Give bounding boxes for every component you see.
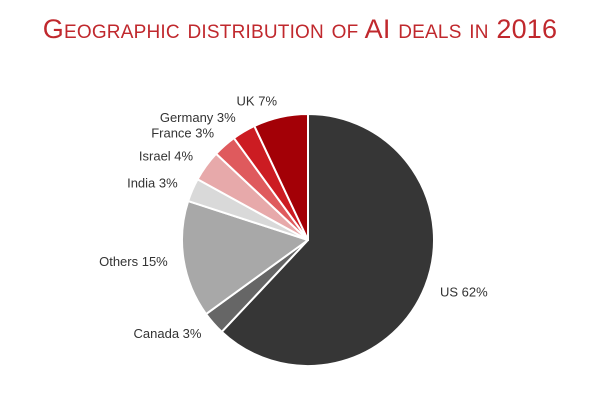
pie-labels: US 62% Canada 3% Others 15% India 3% Israel …: [99, 93, 488, 340]
pie-label-canada: Canada 3%: [134, 326, 202, 341]
pie-slice-uk: [253, 113, 309, 241]
chart-title: Geographic distribution of AI deals in 2…: [42, 14, 558, 44]
pie-label-us: US 62%: [440, 284, 488, 299]
pie-label-others: Others 15%: [99, 254, 168, 269]
pie-slice-others: [181, 200, 309, 316]
pie-label-uk: UK 7%: [237, 93, 278, 108]
pie-label-france: France 3%: [151, 125, 214, 140]
pie-label-india: India 3%: [127, 176, 178, 191]
pie-label-germany: Germany 3%: [160, 110, 236, 125]
pie-slices: [181, 113, 435, 367]
pie-slice-us: [220, 113, 435, 367]
pie-label-israel: Israel 4%: [139, 149, 194, 164]
